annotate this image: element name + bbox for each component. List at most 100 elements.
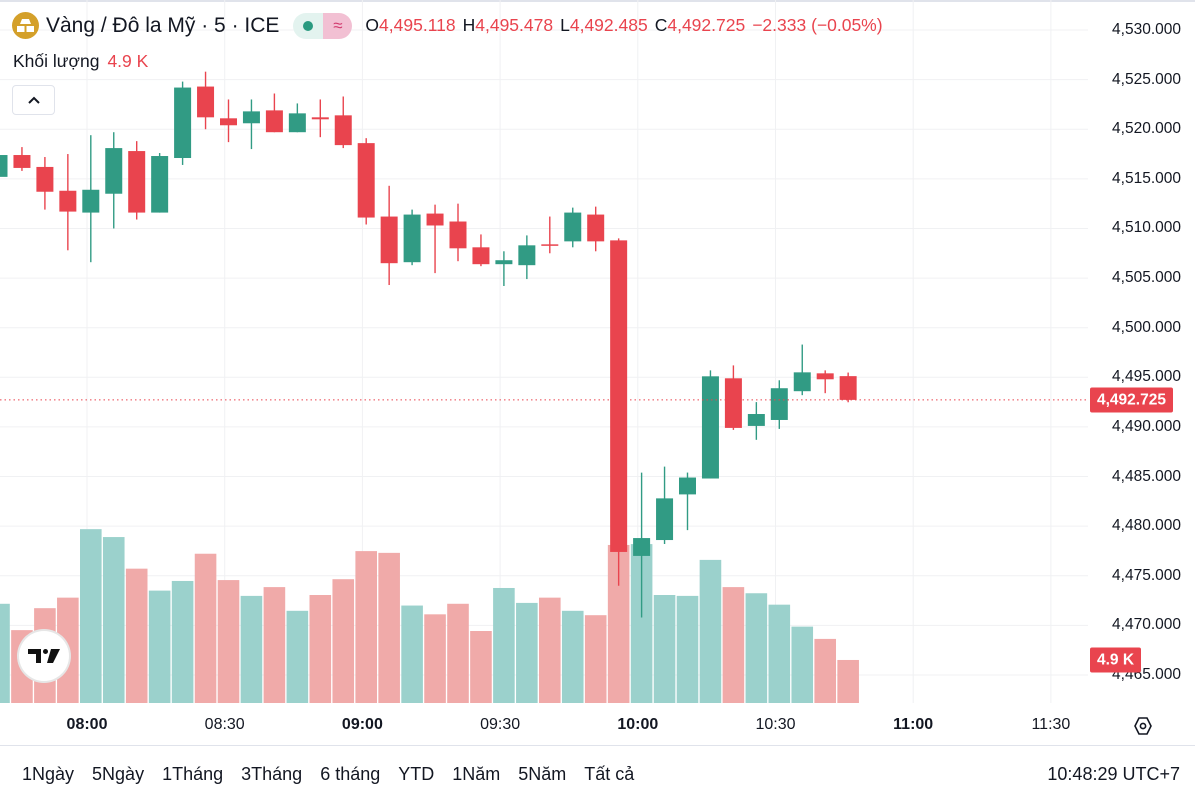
price-tick-label: 4,505.000 [1112, 269, 1181, 287]
candle-down [426, 213, 444, 226]
candle-down [449, 221, 467, 249]
volume-bar [217, 580, 240, 703]
candle-down [36, 166, 54, 192]
time-tick-label: 08:00 [66, 716, 108, 733]
close-label: C [654, 15, 668, 35]
candle-up [174, 87, 192, 159]
price-tick-label: 4,525.000 [1112, 70, 1181, 88]
price-tick-label: 4,475.000 [1112, 566, 1181, 584]
volume-bar [630, 544, 653, 703]
volume-bar [470, 631, 492, 703]
volume-bar [148, 590, 171, 703]
settings-hexagon-icon [1134, 717, 1152, 735]
volume-bar [309, 595, 332, 703]
candle-down [816, 373, 834, 380]
tradingview-logo[interactable] [19, 631, 69, 681]
volume-bar [561, 610, 584, 703]
price-tick-label: 4,515.000 [1112, 169, 1181, 187]
volume-bar [584, 615, 607, 703]
volume-bar [791, 626, 814, 703]
volume-bar [0, 603, 10, 703]
price-tick-label: 4,470.000 [1112, 616, 1181, 634]
candle-down [197, 86, 215, 118]
market-open-icon [293, 12, 324, 39]
candle-up [403, 214, 421, 263]
candle-up [564, 212, 582, 242]
volume-bar [286, 610, 309, 703]
close-value: 4,492.725 [667, 15, 746, 35]
price-tick-label: 4,510.000 [1112, 219, 1181, 237]
candle-up [242, 111, 260, 124]
volume-bar [263, 587, 286, 703]
volume-bar [171, 580, 194, 703]
collapse-legend-button[interactable] [12, 85, 55, 115]
volume-bar [125, 568, 148, 703]
open-value: 4,495.118 [379, 15, 456, 35]
tradingview-logo-icon [28, 649, 60, 663]
last-price-tag: 4,492.725 [1090, 387, 1173, 413]
volume-bar [332, 579, 355, 703]
toolbar-divider [0, 745, 1195, 746]
time-tick-label: 11:00 [893, 716, 934, 733]
volume-bar [355, 551, 377, 703]
range-5-years[interactable]: 5Năm [518, 764, 567, 784]
low-label: L [560, 15, 570, 35]
candle-down [13, 155, 31, 168]
volume-bar [424, 614, 446, 703]
range-1-month[interactable]: 1Tháng [162, 764, 224, 784]
candle-up [793, 372, 811, 392]
candle-down [587, 214, 605, 242]
range-3-months[interactable]: 3Tháng [241, 764, 303, 784]
top-border [0, 0, 1195, 2]
volume-bar [539, 597, 561, 703]
volume-bar [493, 587, 515, 703]
approx-icon: ≈ [323, 12, 353, 39]
range-all[interactable]: Tất cả [584, 764, 635, 784]
volume-bar [653, 595, 676, 703]
status-pill[interactable]: ≈ [293, 12, 353, 39]
symbol-title[interactable]: Vàng / Đô la Mỹ · 5 · ICE [46, 13, 280, 37]
volume-bar [194, 553, 217, 703]
volume-bar [699, 559, 722, 703]
candle-up [82, 189, 100, 213]
candle-down [472, 247, 490, 265]
candle-down [334, 115, 352, 146]
volume-bar [240, 595, 263, 703]
high-label: H [462, 15, 476, 35]
volume-bar [401, 605, 423, 703]
candle-up [518, 245, 536, 266]
candle-down [541, 244, 559, 246]
range-1-day[interactable]: 1Ngày [22, 764, 75, 784]
open-label: O [365, 15, 380, 35]
candle-up [770, 388, 788, 420]
clock-timezone[interactable]: 10:48:29 UTC+7 [1047, 764, 1180, 784]
candle-up [495, 260, 513, 265]
range-1-year[interactable]: 1Năm [452, 764, 501, 784]
low-value: 4,492.485 [569, 15, 648, 35]
candle-down [220, 118, 237, 126]
volume-bar [447, 603, 469, 703]
volume-bar [80, 529, 102, 703]
volume-bar [607, 544, 630, 703]
chart-settings-button[interactable] [1132, 715, 1154, 737]
volume-legend-label: Khối lượng [13, 51, 100, 71]
candle-up [633, 538, 651, 556]
range-5-days[interactable]: 5Ngày [92, 764, 145, 784]
range-6-months[interactable]: 6 tháng [320, 764, 381, 784]
price-tick-label: 4,530.000 [1112, 21, 1181, 38]
price-tick-label: 4,480.000 [1112, 517, 1181, 535]
candle-up [701, 376, 719, 479]
volume-bar [814, 638, 836, 703]
time-tick-label: 11:30 [1031, 716, 1071, 733]
candle-up [0, 155, 8, 177]
range-ytd[interactable]: YTD [398, 764, 435, 784]
time-tick-label: 10:30 [755, 716, 796, 733]
time-tick-label: 10:00 [617, 716, 659, 733]
volume-bar [102, 537, 125, 703]
price-tick-label: 4,500.000 [1112, 318, 1181, 336]
candle-down [380, 216, 398, 264]
high-value: 4,495.478 [475, 15, 554, 35]
candle-up [151, 156, 169, 213]
volume-legend-value: 4.9 K [107, 51, 149, 71]
chart-plot-area[interactable] [0, 0, 1088, 745]
